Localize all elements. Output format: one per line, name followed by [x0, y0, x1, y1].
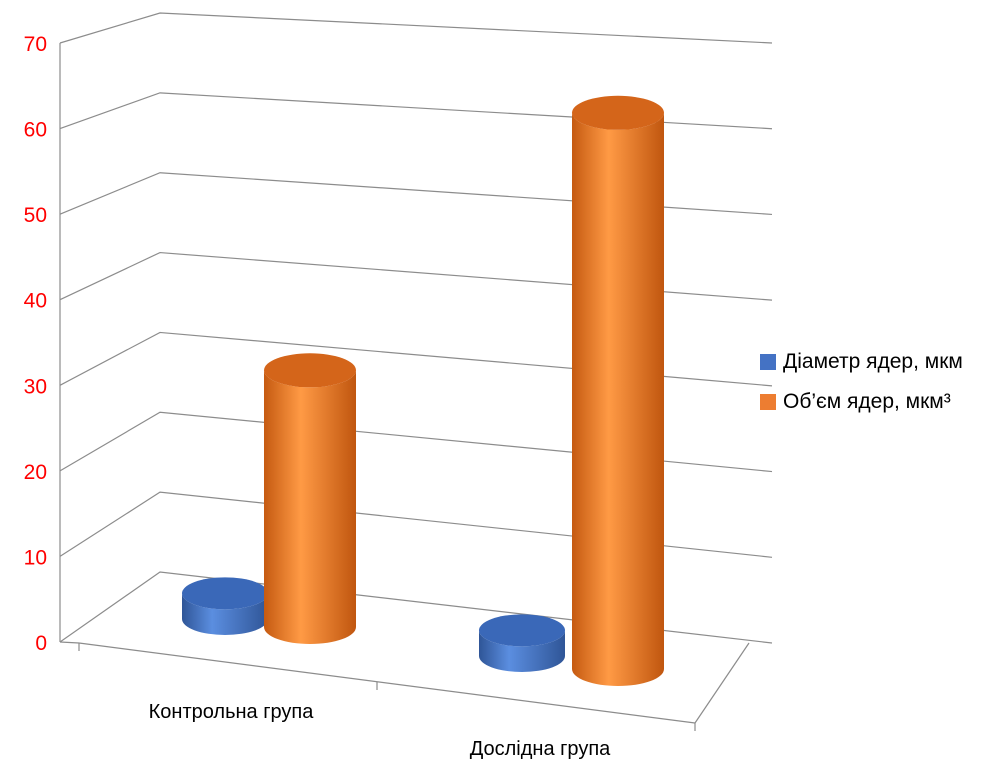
floor-right-edge — [694, 642, 750, 724]
bar-volume-top — [264, 353, 356, 388]
y-tick-label: 10 — [24, 546, 47, 569]
bars — [182, 95, 664, 687]
bar-volume-top — [572, 95, 664, 130]
y-tick-label: 20 — [24, 461, 47, 484]
y-tick-label: 60 — [24, 119, 47, 142]
y-tick-label: 30 — [24, 375, 47, 398]
axes — [59, 43, 750, 731]
y-tick-label: 0 — [35, 632, 47, 655]
legend-label: Об’єм ядер, мкм³ — [783, 390, 951, 413]
tick-labels: 0 10 20 30 40 50 60 70 — [24, 33, 47, 655]
x-axis-line — [78, 642, 696, 724]
bar-diameter — [182, 577, 268, 635]
floor-left-edge — [59, 641, 80, 644]
gridline — [59, 331, 773, 387]
gridline — [59, 491, 773, 558]
gridline — [59, 411, 773, 473]
bar-diameter-top — [479, 614, 565, 647]
bar-volume — [264, 353, 356, 644]
x-tick-label: Контрольна група — [149, 701, 315, 723]
legend-swatch — [760, 354, 776, 370]
x-tick-label: Дослідна група — [470, 738, 611, 760]
bar-volume-body — [264, 370, 356, 644]
bar-diameter — [479, 614, 565, 672]
y-tick-label: 40 — [24, 290, 47, 313]
bar-volume — [572, 95, 664, 687]
legend: Діаметр ядер, мкм Об’єм ядер, мкм³ — [760, 342, 963, 422]
y-tick-label: 50 — [24, 204, 47, 227]
legend-item: Діаметр ядер, мкм — [760, 342, 963, 382]
bar-diameter-body — [182, 593, 268, 635]
bar-volume-body — [572, 112, 664, 687]
gridlines — [59, 12, 773, 644]
legend-label: Діаметр ядер, мкм — [783, 350, 963, 373]
bar-diameter-top — [182, 577, 268, 610]
legend-item: Об’єм ядер, мкм³ — [760, 382, 963, 422]
y-tick-label: 70 — [24, 33, 47, 56]
legend-swatch — [760, 394, 776, 410]
gridline — [59, 12, 773, 44]
gridline — [59, 251, 773, 301]
gridline — [59, 172, 773, 216]
gridline — [59, 571, 773, 644]
bar-diameter-body — [479, 630, 565, 672]
gridline — [59, 92, 773, 130]
